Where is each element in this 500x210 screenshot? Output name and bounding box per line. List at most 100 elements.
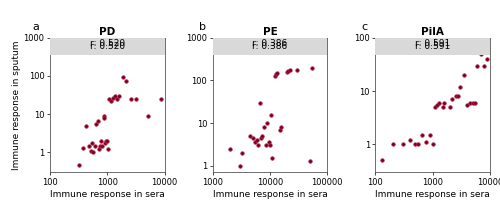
- Point: [294, 68, 302, 72]
- Point: [480, 64, 488, 67]
- Point: [388, 143, 396, 146]
- Point: [277, 125, 285, 129]
- Point: [439, 105, 447, 109]
- Point: [254, 138, 262, 142]
- Point: [238, 151, 246, 155]
- Point: [79, 146, 87, 150]
- Point: [264, 121, 272, 125]
- Point: [474, 64, 482, 67]
- Point: [98, 139, 106, 142]
- Point: [422, 140, 430, 144]
- Point: [435, 101, 443, 105]
- Point: [102, 139, 110, 142]
- Title: PilA: PilA: [422, 27, 444, 37]
- Bar: [376, 38, 490, 55]
- Point: [82, 124, 90, 127]
- Point: [448, 98, 456, 101]
- Point: [246, 134, 254, 138]
- Point: [88, 141, 96, 144]
- Point: [94, 119, 102, 123]
- Point: [111, 94, 119, 98]
- Point: [440, 101, 448, 105]
- Point: [91, 144, 99, 147]
- Point: [144, 114, 152, 118]
- Point: [109, 96, 117, 99]
- Bar: [212, 38, 328, 55]
- Point: [104, 148, 112, 151]
- Point: [469, 101, 477, 105]
- Point: [96, 144, 104, 147]
- X-axis label: Immune response in sera: Immune response in sera: [376, 190, 490, 198]
- Point: [452, 94, 460, 98]
- Point: [267, 114, 275, 117]
- Text: c: c: [362, 22, 368, 32]
- Point: [98, 144, 106, 147]
- Point: [270, 74, 278, 77]
- Point: [463, 103, 471, 107]
- Point: [484, 57, 492, 61]
- Point: [249, 136, 257, 139]
- Point: [286, 68, 294, 71]
- Point: [466, 101, 474, 105]
- Point: [460, 73, 468, 77]
- Point: [260, 125, 268, 129]
- Point: [107, 99, 115, 103]
- Point: [127, 97, 135, 101]
- Point: [85, 144, 93, 147]
- X-axis label: Immune response in sera: Immune response in sera: [212, 190, 328, 198]
- Point: [114, 97, 122, 101]
- Text: r: 0.520: r: 0.520: [90, 39, 125, 48]
- Point: [431, 105, 439, 109]
- Point: [268, 156, 276, 160]
- Point: [412, 143, 420, 146]
- Text: r: 0.591: r: 0.591: [415, 39, 450, 48]
- Point: [266, 144, 274, 147]
- Point: [262, 144, 270, 147]
- Point: [272, 72, 280, 76]
- Bar: [50, 38, 164, 55]
- Text: r: 0.386: r: 0.386: [252, 39, 288, 48]
- Point: [378, 159, 386, 162]
- Point: [418, 133, 426, 137]
- Point: [433, 103, 441, 107]
- Text: b: b: [199, 22, 206, 32]
- Title: PE: PE: [262, 27, 278, 37]
- Point: [75, 164, 83, 167]
- Point: [156, 97, 164, 101]
- Point: [86, 149, 94, 152]
- Point: [446, 105, 454, 109]
- Point: [236, 164, 244, 167]
- Point: [428, 143, 436, 146]
- Point: [272, 71, 280, 75]
- Point: [104, 97, 112, 101]
- Text: a: a: [33, 22, 40, 32]
- Point: [406, 138, 414, 142]
- Point: [132, 97, 140, 101]
- Point: [477, 52, 485, 55]
- Point: [257, 136, 265, 139]
- X-axis label: Immune response in sera: Immune response in sera: [50, 190, 164, 198]
- Point: [100, 114, 108, 118]
- Point: [251, 141, 259, 144]
- Point: [258, 134, 266, 138]
- Text: r: 0.591: r: 0.591: [415, 42, 450, 51]
- Point: [276, 128, 284, 131]
- Point: [120, 75, 128, 79]
- Point: [471, 101, 479, 105]
- Point: [90, 151, 98, 154]
- Point: [95, 148, 103, 151]
- Point: [254, 144, 262, 147]
- Point: [456, 85, 464, 89]
- Point: [306, 159, 314, 162]
- Point: [289, 46, 297, 49]
- Point: [426, 133, 434, 137]
- Text: r: 0.520: r: 0.520: [90, 42, 125, 51]
- Point: [414, 143, 422, 146]
- Point: [92, 122, 100, 126]
- Y-axis label: Immune response in sputum: Immune response in sputum: [12, 40, 20, 170]
- Point: [101, 141, 109, 144]
- Point: [264, 141, 272, 144]
- Point: [122, 79, 130, 82]
- Point: [399, 143, 407, 146]
- Point: [100, 116, 108, 119]
